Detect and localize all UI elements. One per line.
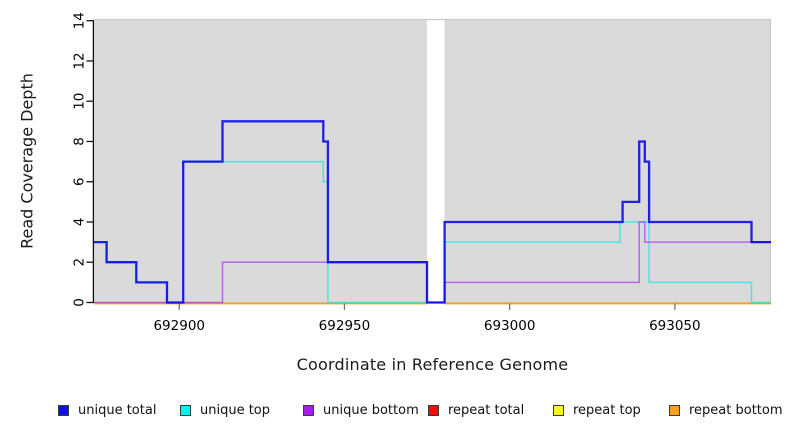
y-tick-label: 12 xyxy=(72,52,88,69)
legend-label-unique-bottom: unique bottom xyxy=(323,402,419,418)
y-tick-label: 8 xyxy=(72,137,88,146)
legend-label-repeat-total: repeat total xyxy=(448,402,525,418)
y-tick-label: 14 xyxy=(72,12,88,29)
y-tick-label: 2 xyxy=(72,258,88,267)
legend-item-unique-total: unique total xyxy=(58,399,156,421)
legend-item-repeat-top: repeat top xyxy=(553,399,641,421)
plot-panel-right xyxy=(444,19,771,304)
legend-item-unique-bottom: unique bottom xyxy=(303,399,419,421)
chart-canvas: 0 2 4 6 8 10 12 14 692900 692950 693000 693050 xyxy=(72,12,772,334)
y-tick-label: 6 xyxy=(72,177,88,186)
legend-swatch-repeat-total xyxy=(428,404,439,416)
y-tick-label: 4 xyxy=(72,218,88,227)
x-tick-label: 692950 xyxy=(319,318,371,334)
legend-swatch-repeat-top xyxy=(553,404,564,416)
legend-label-unique-top: unique top xyxy=(200,402,271,418)
x-tick-label: 693050 xyxy=(649,318,701,334)
legend-swatch-unique-bottom xyxy=(303,404,314,416)
y-axis-title: Read Coverage Depth xyxy=(17,73,37,249)
legend-swatch-unique-top xyxy=(180,404,191,416)
x-tick-label: 692900 xyxy=(153,318,205,334)
legend-label-repeat-bottom: repeat bottom xyxy=(689,402,783,418)
legend-swatch-unique-total xyxy=(58,404,69,416)
legend: unique total unique top unique bottom repea… xyxy=(0,399,792,423)
x-tick-label: 693000 xyxy=(484,318,536,334)
legend-item-repeat-total: repeat total xyxy=(428,399,524,421)
legend-swatch-repeat-bottom xyxy=(669,404,680,416)
series-unique-total xyxy=(94,120,771,304)
y-tick-label: 10 xyxy=(72,93,88,110)
y-tick-label: 0 xyxy=(72,298,88,307)
legend-label-repeat-top: repeat top xyxy=(573,402,641,418)
x-axis-title: Coordinate in Reference Genome xyxy=(296,355,569,374)
legend-item-repeat-bottom: repeat bottom xyxy=(669,399,783,421)
legend-item-unique-top: unique top xyxy=(180,399,270,421)
legend-label-unique-total: unique total xyxy=(78,402,157,418)
